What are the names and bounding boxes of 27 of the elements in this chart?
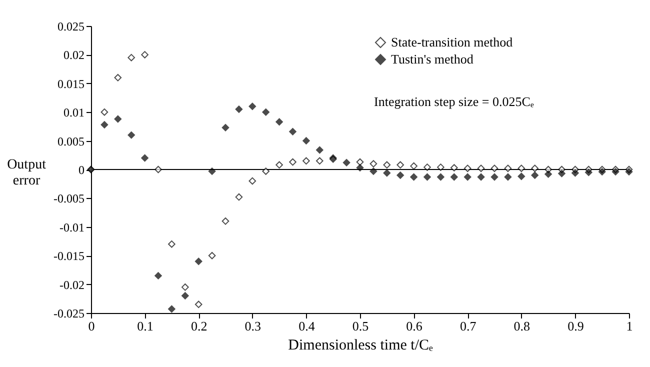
y-axis-title: Output error — [7, 158, 46, 188]
x-tick-label: 0.2 — [190, 318, 208, 334]
x-tick-label: 0.7 — [460, 318, 477, 334]
y-tick-label: 0.015 — [58, 76, 84, 91]
x-tick-label: 1 — [626, 318, 633, 334]
x-tick-label: 0.9 — [568, 318, 584, 334]
x-tick-label: 0.8 — [514, 318, 530, 334]
x-tick-label: 0.4 — [298, 318, 316, 334]
y-tick-label: -0.005 — [54, 192, 84, 206]
legend-label: Tustin's method — [391, 52, 474, 66]
y-tick-label: -0.02 — [60, 278, 84, 292]
x-tick-label: 0.5 — [352, 318, 369, 334]
y-tick-label: 0.02 — [64, 48, 84, 62]
y-tick-label: 0.005 — [58, 134, 84, 148]
legend-label: State-transition method — [391, 34, 514, 50]
y-tick-label: 0.01 — [64, 106, 84, 120]
y-tick-label: -0.025 — [54, 306, 84, 320]
x-tick-label: 0.1 — [137, 318, 154, 334]
annotation: Integration step size = 0.025Cₑ — [374, 94, 534, 109]
y-tick-label: -0.01 — [60, 220, 84, 234]
y-tick-label: -0.015 — [54, 249, 84, 264]
y-tick-label: 0.025 — [58, 20, 84, 34]
y-tick-label: 0 — [78, 163, 84, 177]
x-tick-label: 0.6 — [406, 318, 423, 334]
x-tick-label: 0.3 — [244, 318, 262, 334]
x-tick-label: 0 — [88, 318, 95, 334]
x-axis-title: Dimensionless time t/Cₑ — [288, 338, 433, 354]
